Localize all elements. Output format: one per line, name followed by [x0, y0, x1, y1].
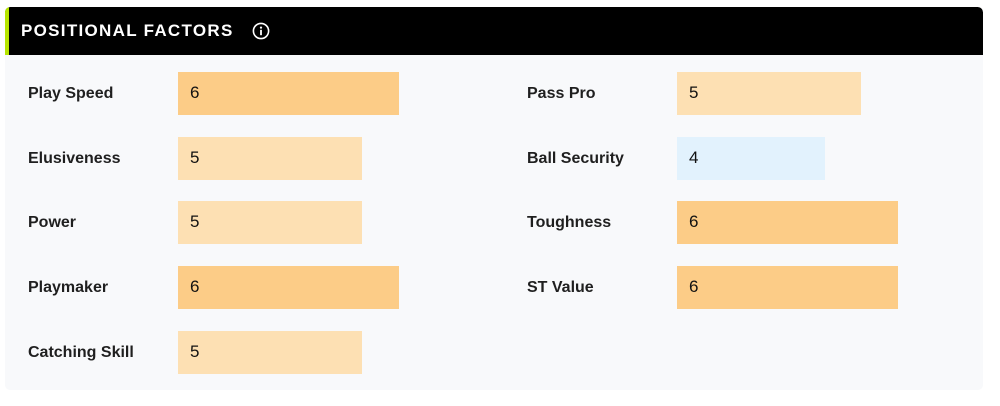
factor-value: 5: [190, 148, 200, 167]
positional-factors-panel: POSITIONAL FACTORS Play Speed 6 Elusiven…: [5, 7, 983, 390]
factor-row-catching-skill: Catching Skill 5: [28, 331, 408, 374]
factor-row-playmaker: Playmaker 6: [28, 266, 408, 309]
factor-label: Ball Security: [527, 150, 624, 167]
factor-row-elusiveness: Elusiveness 5: [28, 137, 408, 180]
factor-label: Toughness: [527, 214, 612, 231]
factor-label: Playmaker: [28, 279, 109, 296]
factor-value: 6: [689, 212, 699, 231]
factor-row-play-speed: Play Speed 6: [28, 72, 408, 115]
factor-row-st-value: ST Value 6: [527, 266, 907, 309]
factor-bar: 6: [178, 72, 399, 115]
factor-label: Power: [28, 214, 77, 231]
factor-label: Play Speed: [28, 85, 114, 102]
info-circle-icon[interactable]: [252, 22, 270, 40]
factor-value: 4: [689, 148, 699, 167]
factor-label: Catching Skill: [28, 344, 134, 361]
factor-bar: 5: [178, 331, 362, 374]
panel-title: POSITIONAL FACTORS: [21, 21, 234, 40]
factor-row-pass-pro: Pass Pro 5: [527, 72, 907, 115]
factor-value: 6: [190, 83, 200, 102]
factor-bar: 5: [178, 137, 362, 180]
factor-row-ball-security: Ball Security 4: [527, 137, 907, 180]
factor-value: 5: [689, 83, 699, 102]
factor-bar: 6: [677, 266, 898, 309]
factor-row-power: Power 5: [28, 201, 408, 244]
factor-label: Elusiveness: [28, 150, 121, 167]
factor-row-toughness: Toughness 6: [527, 201, 907, 244]
factor-label: Pass Pro: [527, 85, 596, 102]
factor-bar: 4: [677, 137, 825, 180]
factor-value: 5: [190, 342, 200, 361]
header-accent-bar: [5, 7, 9, 55]
factor-bar: 5: [677, 72, 861, 115]
factor-value: 6: [689, 277, 699, 296]
factor-value: 6: [190, 277, 200, 296]
factor-bar: 6: [677, 201, 898, 244]
factor-label: ST Value: [527, 279, 594, 296]
panel-header: POSITIONAL FACTORS: [5, 7, 983, 55]
factor-bar: 5: [178, 201, 362, 244]
factor-bar: 6: [178, 266, 399, 309]
factor-value: 5: [190, 212, 200, 231]
